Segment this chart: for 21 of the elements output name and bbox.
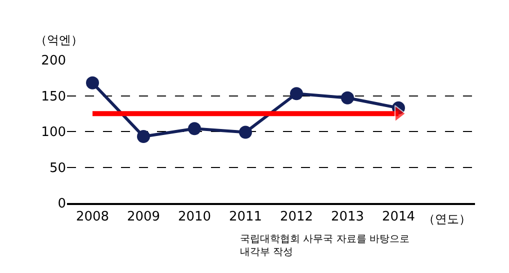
text: 국립대학협회 사무국 자료를 바탕으로 내각부 작성 — [240, 234, 410, 258]
y-axis-title: （억엔） — [35, 33, 83, 47]
y-tick-label: 100 — [41, 125, 66, 140]
x-axis-title: （연도） — [423, 212, 471, 226]
x-tick-label: 2014 — [382, 209, 416, 224]
point — [290, 87, 303, 100]
point — [86, 76, 99, 90]
x-tick-label: 2011 — [228, 209, 262, 224]
x-tick-label: 2010 — [178, 209, 212, 224]
point — [137, 130, 150, 144]
point — [341, 91, 354, 104]
point — [239, 126, 252, 139]
x-tick-label: 2012 — [280, 209, 314, 224]
x-tick-label: 2008 — [76, 209, 110, 224]
y-tick-label: 50 — [49, 160, 66, 176]
x-tick-label: 2013 — [330, 209, 364, 224]
point — [188, 122, 201, 136]
x-tick-label: 2009 — [126, 209, 160, 224]
y-tick-label: 200 — [41, 54, 66, 69]
y-tick-label: 0 — [58, 196, 66, 212]
y-tick-label: 150 — [41, 89, 66, 104]
